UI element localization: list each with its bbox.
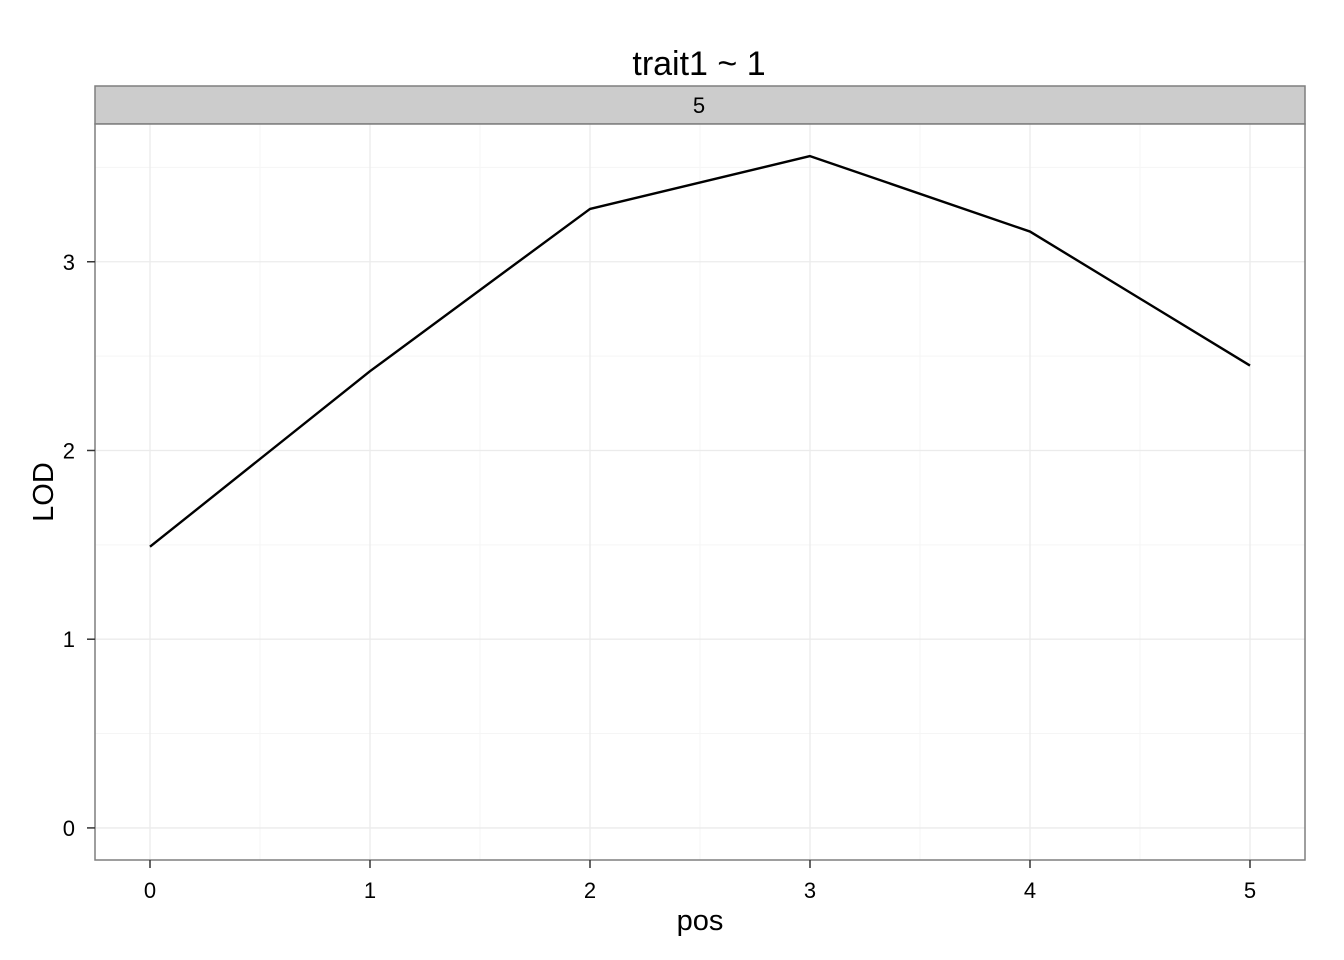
- y-tick-label: 2: [63, 438, 75, 463]
- x-axis-label: pos: [677, 905, 724, 937]
- y-tick-label: 1: [63, 627, 75, 652]
- chart-title: trait1 ~ 1: [632, 45, 765, 83]
- minor-gridlines: [95, 124, 1305, 860]
- x-tick-label: 2: [584, 878, 596, 903]
- x-tick-label: 4: [1024, 878, 1036, 903]
- y-tick-label: 0: [63, 816, 75, 841]
- series-layer: [149, 154, 1251, 548]
- y-axis-label: LOD: [28, 462, 60, 522]
- facet-strip-label: 5: [693, 93, 705, 118]
- x-tick-label: 3: [804, 878, 816, 903]
- facet-strip: [94, 85, 1306, 125]
- major-gridlines: [95, 124, 1305, 860]
- x-tick-label: 1: [364, 878, 376, 903]
- x-tick-label: 0: [144, 878, 156, 903]
- plot-border: [94, 123, 1306, 861]
- x-axis: 0 1 2 3 4 5: [144, 860, 1256, 903]
- x-tick-label: 5: [1244, 878, 1256, 903]
- lod-series-line: [149, 154, 1251, 548]
- y-axis: 0 1 2 3: [63, 250, 95, 841]
- y-tick-label: 3: [63, 250, 75, 275]
